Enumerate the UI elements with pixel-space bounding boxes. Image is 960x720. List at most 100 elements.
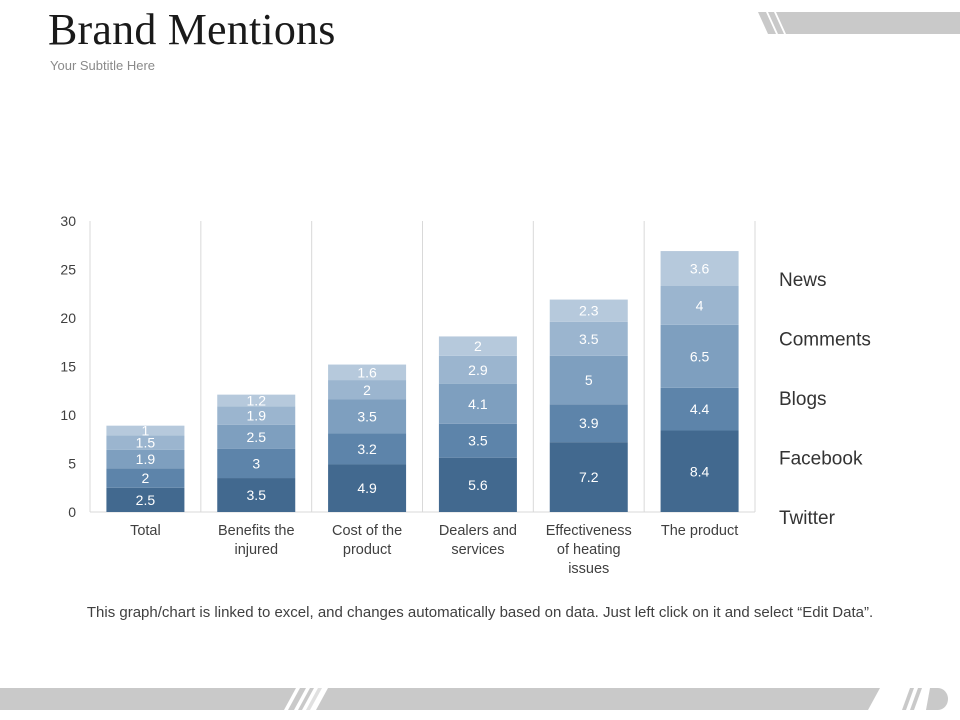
y-tick-label: 0 [68, 504, 76, 520]
data-label: 3.5 [468, 433, 488, 449]
data-label: 1.9 [136, 451, 156, 467]
bar-segment-facebook [549, 404, 628, 443]
bar-segment-news [106, 425, 185, 436]
data-label: 1.2 [247, 392, 267, 408]
bar-segment-news [438, 336, 517, 356]
bar-segment-twitter [106, 487, 185, 512]
corner-stripe-2 [910, 688, 922, 710]
data-label: 1.5 [136, 435, 156, 451]
legend-entry-blogs: Blogs [779, 389, 827, 410]
data-label: 2 [474, 338, 482, 354]
legend-entry-news: News [779, 270, 827, 291]
data-label: 4.4 [690, 401, 710, 417]
footnote: This graph/chart is linked to excel, and… [86, 604, 874, 621]
bottom-bar-left [0, 688, 296, 710]
bar-segment-blogs [660, 324, 739, 388]
data-label: 2.5 [136, 492, 156, 508]
bar-segment-blogs [217, 424, 296, 449]
category-label-line: injured [234, 542, 278, 558]
category-label: Dealers and services [439, 523, 517, 558]
category-label-line: services [451, 542, 504, 558]
bottom-bar-right [316, 688, 880, 710]
bar-segment-news [328, 364, 407, 381]
bar-segment-twitter [438, 457, 517, 512]
data-label: 5.6 [468, 477, 488, 493]
data-label: 3.2 [357, 441, 377, 457]
top-right-decoration [758, 12, 960, 34]
data-label: 3.6 [690, 261, 710, 277]
data-label: 1 [142, 423, 150, 439]
data-label: 2.3 [579, 303, 599, 319]
data-label: 3.5 [247, 487, 267, 503]
legend-entry-twitter: Twitter [779, 508, 836, 529]
bar-segment-facebook [328, 433, 407, 465]
slide-subtitle: Your Subtitle Here [50, 58, 156, 73]
y-tick-label: 5 [68, 456, 76, 472]
top-stripe-1 [758, 12, 776, 34]
bar-segment-comments [549, 321, 628, 356]
data-label: 4.1 [468, 396, 488, 412]
stacked-bar-chart: 0510152025302.521.91.51Total3.532.51.91.… [60, 213, 871, 577]
bar-segment-comments [438, 355, 517, 384]
bar-segment-blogs [549, 355, 628, 405]
bar-segment-comments [328, 380, 407, 400]
top-bar [776, 12, 960, 34]
bar-segment-news [549, 299, 628, 322]
data-label: 6.5 [690, 348, 710, 364]
data-label: 8.4 [690, 463, 710, 479]
bottom-stripe-2 [298, 688, 314, 710]
data-label: 3.9 [579, 415, 599, 431]
data-label: 5 [585, 372, 593, 388]
category-label-line: Cost of the [332, 523, 402, 539]
data-label: 3.5 [579, 331, 599, 347]
bar-segment-facebook [438, 423, 517, 458]
category-label: Benefits the injured [218, 523, 295, 558]
data-label: 3.5 [357, 408, 377, 424]
category-label-line: Total [130, 523, 161, 539]
slide-title: Brand Mentions [48, 5, 336, 54]
legend-entry-facebook: Facebook [779, 449, 863, 470]
data-label: 2 [363, 382, 371, 398]
data-label: 4.9 [357, 480, 377, 496]
category-label: Total [130, 523, 161, 539]
data-label: 4 [696, 297, 704, 313]
category-label-line: The product [661, 523, 738, 539]
bottom-stripe-1 [288, 688, 306, 710]
legend-entry-comments: Comments [779, 330, 871, 351]
bar-segment-twitter [660, 430, 739, 512]
bar-segment-news [660, 251, 739, 286]
bar-segment-twitter [217, 478, 296, 512]
bar-segment-comments [660, 285, 739, 325]
bar-segment-blogs [438, 383, 517, 424]
y-tick-label: 10 [60, 407, 76, 423]
bottom-stripe-3 [306, 688, 322, 710]
bar-segment-comments [106, 435, 185, 450]
bar-segment-facebook [660, 387, 739, 431]
data-label: 2.9 [468, 362, 488, 378]
category-label-line: issues [568, 561, 609, 577]
corner-stripe-1 [902, 688, 914, 710]
y-tick-label: 20 [60, 310, 76, 326]
category-label: Effectiveness of heating issues [546, 523, 632, 577]
top-stripe-2 [768, 12, 784, 34]
bar-segment-facebook [106, 468, 185, 488]
category-label-line: product [343, 542, 391, 558]
bar-segment-news [217, 394, 296, 407]
data-label: 2 [142, 470, 150, 486]
bar-segment-twitter [328, 464, 407, 512]
data-label: 3 [252, 456, 260, 472]
bottom-decoration [0, 688, 948, 710]
bar-segment-twitter [549, 442, 628, 512]
data-label: 1.6 [357, 364, 377, 380]
y-tick-label: 30 [60, 213, 76, 229]
category-label-line: Benefits the [218, 523, 295, 539]
bar-segment-blogs [106, 449, 185, 469]
category-label-line: of heating [557, 542, 621, 558]
category-label: The product [661, 523, 738, 539]
y-tick-label: 15 [60, 359, 76, 375]
category-label-line: Effectiveness [546, 523, 632, 539]
data-label: 7.2 [579, 469, 599, 485]
bar-segment-facebook [217, 448, 296, 479]
bar-segment-comments [217, 406, 296, 425]
y-tick-label: 25 [60, 262, 76, 278]
